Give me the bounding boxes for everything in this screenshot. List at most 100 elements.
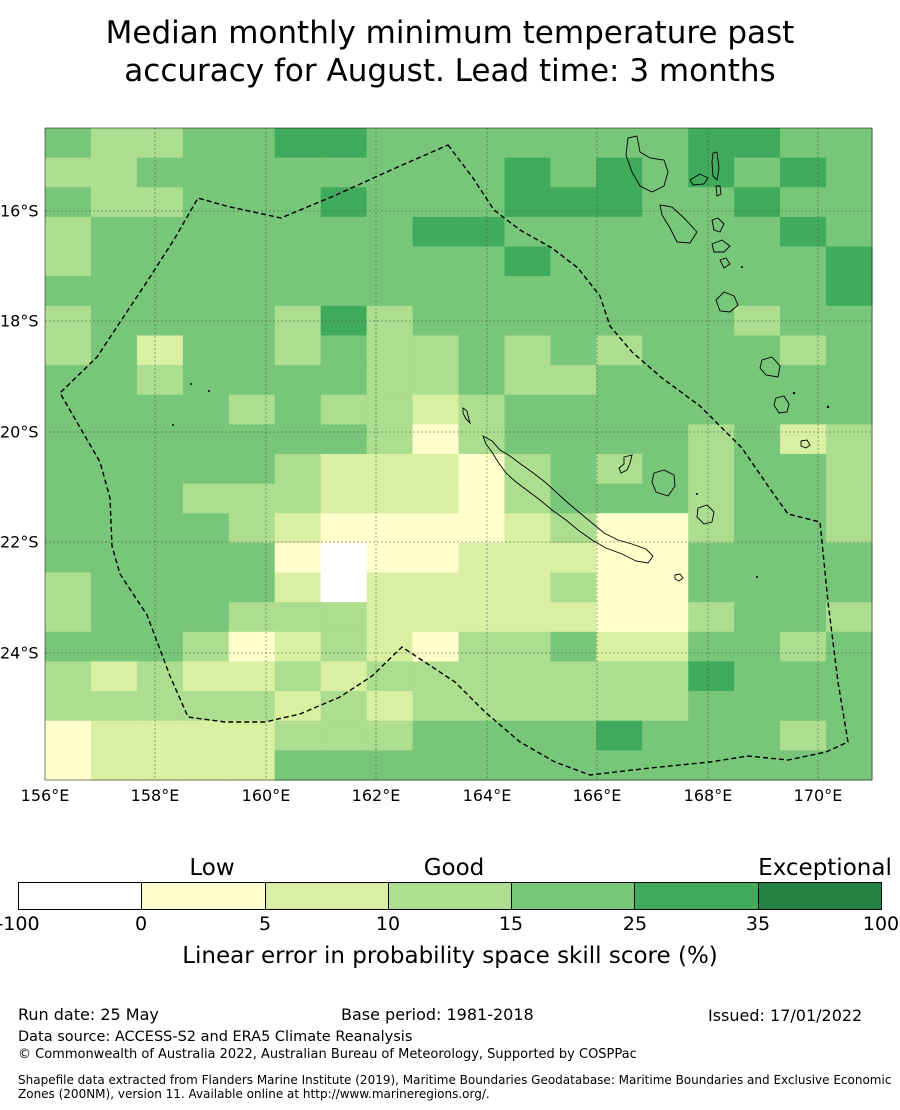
skill-cell	[826, 157, 873, 188]
skill-cell	[688, 305, 735, 337]
skill-cell	[228, 572, 276, 603]
skill-cell	[596, 276, 643, 307]
run-date: Run date: 25 May	[18, 1005, 159, 1024]
skill-cell	[596, 216, 643, 248]
skill-cell	[90, 720, 138, 751]
skill-cell	[780, 276, 827, 307]
skill-cell	[826, 513, 873, 544]
skill-cell	[90, 157, 138, 188]
skill-cell	[412, 483, 460, 514]
skill-cell	[826, 246, 873, 277]
islet	[741, 266, 743, 268]
ambae-outline	[689, 173, 709, 186]
skill-cell	[136, 720, 184, 751]
skill-cell	[412, 276, 460, 307]
skill-cell	[274, 276, 322, 307]
skill-cell	[734, 216, 781, 248]
skill-cell	[734, 128, 781, 159]
colorbar-tick: 35	[745, 913, 771, 935]
skill-cell	[734, 335, 781, 366]
skill-cell	[412, 305, 460, 337]
skill-cell	[596, 691, 643, 722]
skill-cell	[780, 542, 827, 574]
skill-cell	[550, 335, 597, 366]
skill-cell	[320, 365, 368, 396]
skill-cell	[90, 394, 138, 425]
skill-cell	[504, 483, 551, 514]
skill-cell	[780, 750, 827, 781]
skill-cell	[596, 542, 643, 574]
skill-cell	[688, 542, 735, 574]
epi-outline	[711, 217, 725, 233]
islet	[756, 576, 758, 578]
skill-cell	[45, 513, 92, 544]
skill-cell	[504, 572, 551, 603]
skill-cell	[780, 216, 827, 248]
colorbar-tick: 100	[862, 913, 900, 935]
skill-cell	[688, 483, 735, 514]
skill-cell	[90, 276, 138, 307]
skill-cell	[45, 720, 92, 751]
skill-cell	[366, 276, 414, 307]
colorbar	[18, 882, 882, 910]
skill-cell	[642, 365, 689, 396]
skill-cell	[45, 157, 92, 188]
skill-cell	[182, 246, 230, 277]
skill-cell	[688, 631, 735, 663]
skill-cell	[550, 394, 597, 425]
lat-label: 18°S	[0, 311, 39, 331]
skill-cell	[642, 394, 689, 425]
skill-cell	[688, 365, 735, 396]
skill-cell	[642, 602, 689, 633]
skill-cell	[642, 128, 689, 159]
legend-category-low: Low	[189, 855, 235, 881]
skill-cell	[366, 691, 414, 722]
skill-cell	[182, 276, 230, 307]
skill-cell	[136, 365, 184, 396]
skill-cell	[504, 157, 551, 188]
skill-cell	[45, 365, 92, 396]
skill-cell	[688, 157, 735, 188]
skill-cell	[274, 128, 322, 159]
skill-cell	[45, 483, 92, 514]
lifou-outline	[651, 469, 676, 497]
chart-title: Median monthly minimum temperature past …	[0, 14, 900, 90]
skill-cell	[45, 394, 92, 425]
skill-cell	[320, 157, 368, 188]
skill-cell	[182, 157, 230, 188]
lon-label: 160°E	[241, 786, 291, 805]
skill-cell	[596, 631, 643, 663]
skill-cell	[320, 305, 368, 337]
colorbar-segment	[142, 883, 266, 909]
map-frame	[44, 127, 873, 781]
skill-cell	[320, 335, 368, 366]
skill-cell	[504, 424, 551, 455]
skill-cell	[228, 424, 276, 455]
aneityum-outline	[800, 439, 811, 449]
skill-cell	[274, 542, 322, 574]
skill-cell	[274, 187, 322, 218]
skill-cell	[182, 483, 230, 514]
skill-cell	[688, 424, 735, 455]
skill-cell	[366, 572, 414, 603]
lon-label: 170°E	[793, 786, 843, 805]
skill-cell	[642, 335, 689, 366]
skill-cell	[642, 750, 689, 781]
skill-cell	[320, 661, 368, 692]
skill-cell	[734, 542, 781, 574]
skill-cell	[688, 720, 735, 751]
skill-cell	[642, 513, 689, 544]
skill-cell	[228, 750, 276, 781]
skill-cell	[136, 750, 184, 781]
skill-cell	[320, 216, 368, 248]
skill-cell	[826, 335, 873, 366]
skill-cell	[596, 128, 643, 159]
skill-cell	[458, 602, 506, 633]
skill-cell	[228, 305, 276, 337]
skill-cell	[274, 513, 322, 544]
skill-cell	[826, 483, 873, 514]
skill-cell	[412, 542, 460, 574]
skill-cell	[182, 394, 230, 425]
skill-cell	[826, 720, 873, 751]
skill-cell	[412, 128, 460, 159]
